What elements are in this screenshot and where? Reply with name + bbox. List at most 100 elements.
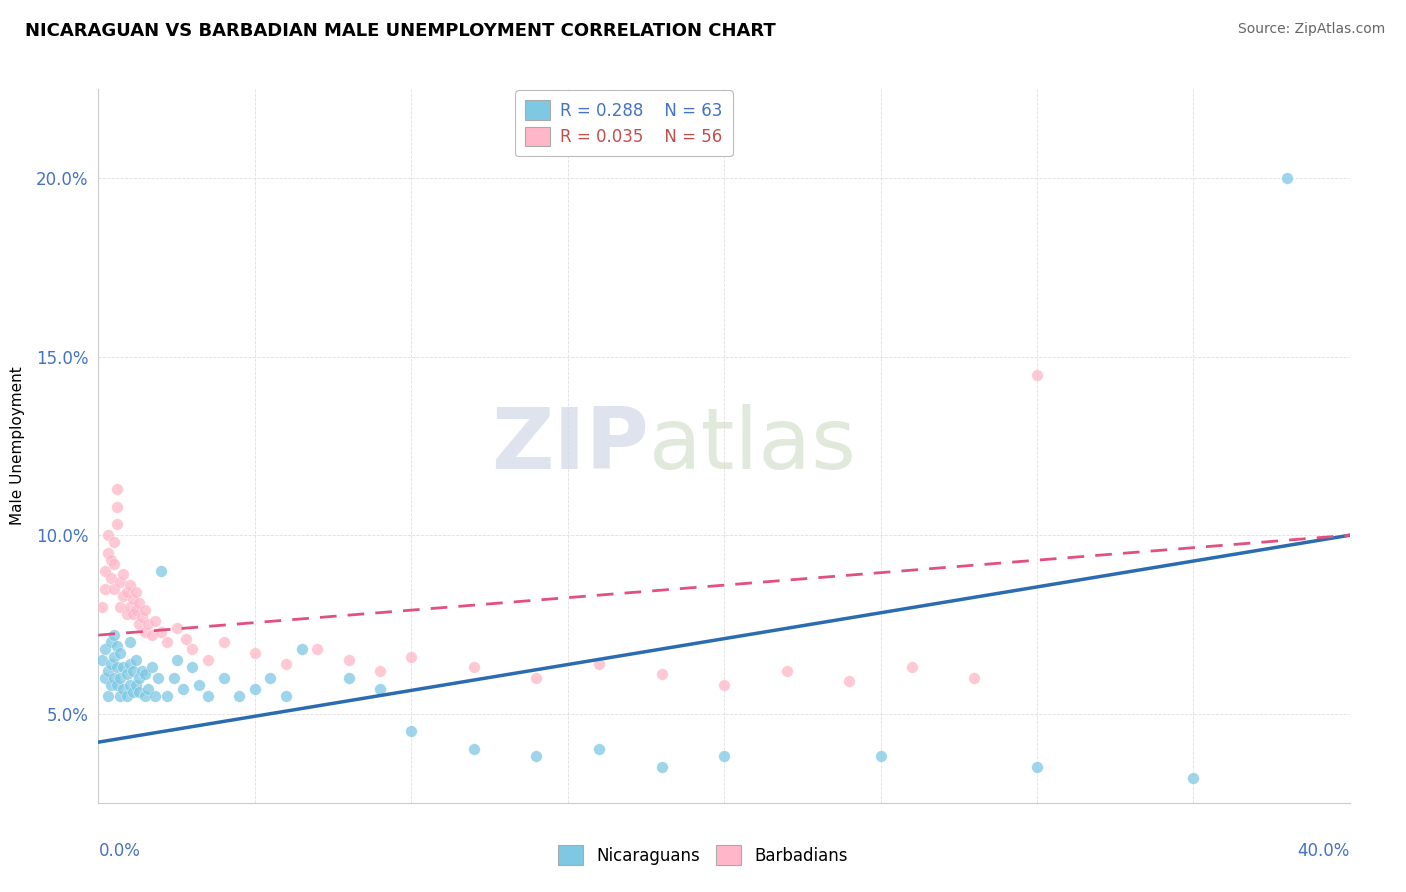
Point xyxy=(162,671,184,685)
Point xyxy=(128,596,150,610)
Point xyxy=(1026,368,1049,382)
Point xyxy=(118,678,141,692)
Point xyxy=(90,599,112,614)
Point xyxy=(118,578,141,592)
Point xyxy=(128,685,150,699)
Point xyxy=(100,635,122,649)
Point xyxy=(274,689,298,703)
Point xyxy=(115,607,138,621)
Point xyxy=(143,614,166,628)
Point xyxy=(291,642,314,657)
Point xyxy=(110,671,132,685)
Point xyxy=(97,546,120,560)
Text: Source: ZipAtlas.com: Source: ZipAtlas.com xyxy=(1237,22,1385,37)
Point xyxy=(401,649,423,664)
Point xyxy=(110,646,132,660)
Point xyxy=(174,632,197,646)
Y-axis label: Male Unemployment: Male Unemployment xyxy=(10,367,25,525)
Point xyxy=(166,653,188,667)
Point xyxy=(105,678,128,692)
Point xyxy=(97,528,120,542)
Point xyxy=(337,671,360,685)
Point xyxy=(181,660,204,674)
Point xyxy=(181,642,204,657)
Point xyxy=(141,660,163,674)
Point xyxy=(93,671,115,685)
Point xyxy=(115,689,138,703)
Point xyxy=(121,607,143,621)
Point xyxy=(112,589,135,603)
Point xyxy=(588,657,610,671)
Point xyxy=(125,585,148,599)
Point xyxy=(526,749,548,764)
Point xyxy=(963,671,986,685)
Point xyxy=(776,664,799,678)
Point xyxy=(105,482,128,496)
Point xyxy=(713,678,735,692)
Point xyxy=(588,742,610,756)
Text: 0.0%: 0.0% xyxy=(98,842,141,860)
Point xyxy=(100,553,122,567)
Text: atlas: atlas xyxy=(650,404,858,488)
Point xyxy=(105,660,128,674)
Point xyxy=(650,667,672,681)
Point xyxy=(150,564,173,578)
Point xyxy=(337,653,360,667)
Point xyxy=(112,681,135,696)
Point xyxy=(112,660,135,674)
Point xyxy=(121,592,143,607)
Point xyxy=(121,685,143,699)
Point xyxy=(118,657,141,671)
Point xyxy=(212,671,235,685)
Point xyxy=(103,535,125,549)
Point xyxy=(93,582,115,596)
Point xyxy=(134,624,156,639)
Point xyxy=(650,760,672,774)
Point xyxy=(143,689,166,703)
Point xyxy=(90,653,112,667)
Point xyxy=(121,664,143,678)
Point xyxy=(1026,760,1049,774)
Point xyxy=(463,742,485,756)
Point xyxy=(115,585,138,599)
Point xyxy=(118,635,141,649)
Point xyxy=(112,567,135,582)
Point xyxy=(526,671,548,685)
Point xyxy=(131,664,153,678)
Point xyxy=(103,582,125,596)
Point xyxy=(100,571,122,585)
Point xyxy=(105,517,128,532)
Point xyxy=(138,681,160,696)
Point xyxy=(134,689,156,703)
Point xyxy=(713,749,735,764)
Point xyxy=(134,667,156,681)
Point xyxy=(197,653,219,667)
Point xyxy=(150,624,173,639)
Point xyxy=(125,603,148,617)
Point xyxy=(100,678,122,692)
Point xyxy=(128,617,150,632)
Point xyxy=(105,639,128,653)
Point xyxy=(110,689,132,703)
Point xyxy=(463,660,485,674)
Point xyxy=(1182,771,1205,785)
Point xyxy=(131,610,153,624)
Point xyxy=(125,678,148,692)
Point xyxy=(146,671,169,685)
Point xyxy=(838,674,860,689)
Text: ZIP: ZIP xyxy=(491,404,650,488)
Point xyxy=(156,689,179,703)
Point xyxy=(103,671,125,685)
Point xyxy=(115,667,138,681)
Point xyxy=(125,653,148,667)
Point xyxy=(166,621,188,635)
Point xyxy=(97,689,120,703)
Point xyxy=(243,646,266,660)
Point xyxy=(368,681,391,696)
Point xyxy=(103,649,125,664)
Point xyxy=(93,564,115,578)
Legend: R = 0.288    N = 63, R = 0.035    N = 56: R = 0.288 N = 63, R = 0.035 N = 56 xyxy=(515,90,733,156)
Point xyxy=(110,574,132,589)
Point xyxy=(228,689,250,703)
Point xyxy=(103,628,125,642)
